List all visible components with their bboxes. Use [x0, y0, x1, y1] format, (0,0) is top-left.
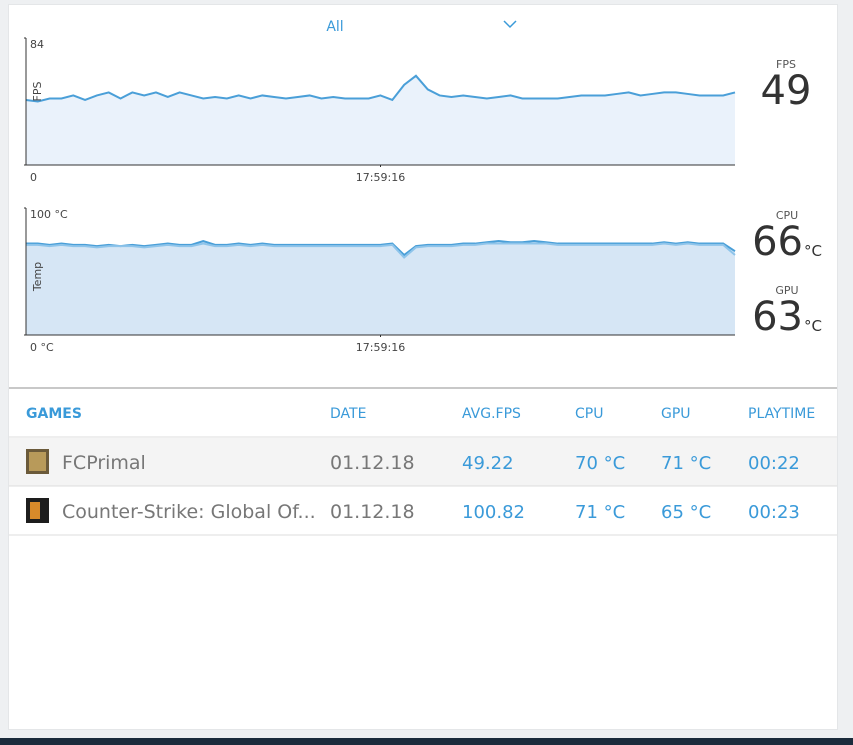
- game-icon-art: [29, 452, 46, 471]
- column-header[interactable]: AVG.FPS: [462, 406, 521, 422]
- fps-value: 49: [761, 68, 812, 114]
- fps-label: FPS: [776, 58, 796, 71]
- cell: 01.12.18: [330, 452, 415, 474]
- column-header[interactable]: DATE: [330, 406, 366, 422]
- column-header: GAMES: [26, 406, 82, 422]
- y-tick-label: 84: [30, 38, 44, 51]
- game-name: FCPrimal: [62, 452, 146, 474]
- x-tick-label: 17:59:16: [356, 341, 405, 354]
- y-tick-label: 0: [30, 171, 37, 184]
- y-tick-label: 0 °C: [30, 341, 54, 354]
- game-name: Counter-Strike: Global Of...: [62, 501, 316, 523]
- row-highlight: [9, 438, 837, 486]
- cell: 100.82: [462, 502, 525, 523]
- cpu-label: CPU: [776, 209, 798, 222]
- line: [26, 239, 736, 257]
- taskbar: [0, 738, 853, 745]
- dropdown-chevron[interactable]: [503, 20, 517, 29]
- area-fill: [26, 241, 735, 335]
- area-fill: [26, 75, 735, 165]
- cpu-unit: °C: [804, 242, 822, 260]
- cpu-value: 66: [752, 219, 803, 265]
- cell: 71 °C: [661, 453, 711, 474]
- x-tick-label: 17:59:16: [356, 171, 405, 184]
- y-axis-label: Temp: [31, 262, 44, 292]
- cell: 70 °C: [575, 453, 625, 474]
- cell: 00:23: [748, 502, 800, 523]
- cell: 71 °C: [575, 502, 625, 523]
- cell: 00:22: [748, 453, 800, 474]
- line: [25, 74, 736, 103]
- gpu-label: GPU: [775, 284, 798, 297]
- column-header[interactable]: PLAYTIME: [748, 406, 815, 422]
- gpu-value: 63: [752, 294, 803, 340]
- line: [26, 242, 736, 259]
- column-header[interactable]: CPU: [575, 406, 603, 422]
- y-axis-label: FPS: [31, 82, 44, 102]
- gpu-unit: °C: [804, 317, 822, 335]
- dropdown-value[interactable]: All: [326, 19, 343, 35]
- cell: 01.12.18: [330, 501, 415, 523]
- game-icon-art: [30, 502, 40, 519]
- y-tick-label: 100 °C: [30, 208, 68, 221]
- cell: 49.22: [462, 453, 514, 474]
- cell: 65 °C: [661, 502, 711, 523]
- column-header[interactable]: GPU: [661, 406, 691, 422]
